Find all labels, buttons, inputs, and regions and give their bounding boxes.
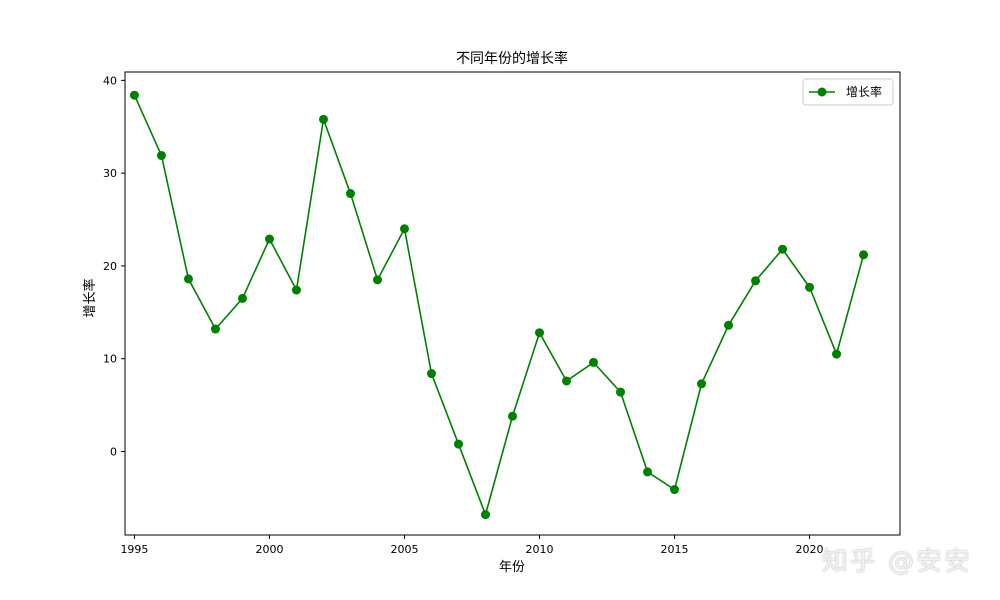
data-point [453, 439, 463, 449]
x-tick-label: 1995 [120, 543, 148, 556]
data-point [345, 189, 355, 199]
y-tick-label: 10 [103, 353, 117, 366]
data-point [318, 114, 328, 124]
x-tick-label: 2005 [390, 543, 418, 556]
y-tick-label: 0 [110, 445, 117, 458]
data-point [399, 224, 409, 234]
data-point [562, 376, 572, 386]
plot-area-frame [124, 71, 901, 536]
x-tick-label: 2015 [661, 543, 689, 556]
data-point [183, 274, 193, 284]
data-point [670, 485, 680, 495]
legend-label: 增长率 [846, 84, 882, 99]
data-point [480, 510, 490, 520]
data-point [535, 328, 545, 338]
y-tick-label: 40 [103, 74, 117, 87]
legend-marker [817, 87, 827, 97]
data-point [372, 275, 382, 285]
y-axis-ticks: 0 10 20 30 40 [103, 74, 125, 458]
data-point [616, 387, 626, 397]
data-point [643, 467, 653, 477]
x-axis-ticks: 1995 2000 2005 2010 2015 2020 [120, 535, 824, 556]
data-point [129, 90, 139, 100]
data-point [751, 276, 761, 286]
x-tick-label: 2020 [796, 543, 824, 556]
y-tick-label: 30 [103, 167, 117, 180]
data-point [156, 151, 166, 161]
data-point [832, 349, 842, 359]
series-line [133, 94, 865, 518]
data-point [291, 285, 301, 295]
chart-title: 不同年份的增长率 [456, 50, 568, 67]
data-point [859, 250, 869, 260]
legend: 增长率 [802, 78, 894, 106]
x-axis-label: 年份 [499, 560, 525, 575]
data-point [264, 234, 274, 244]
data-point [210, 324, 220, 334]
y-axis-label: 增长率 [82, 278, 98, 317]
data-point [805, 282, 815, 292]
data-point [778, 244, 788, 254]
data-point [237, 293, 247, 303]
x-tick-label: 2010 [526, 543, 554, 556]
data-point [508, 411, 517, 421]
series-layer [129, 90, 869, 520]
data-point [724, 320, 734, 330]
legend-box [802, 78, 894, 106]
x-tick-label: 2000 [255, 543, 283, 556]
data-point [697, 379, 707, 389]
data-point [589, 357, 599, 367]
y-tick-label: 20 [103, 260, 117, 273]
data-point [426, 369, 436, 379]
